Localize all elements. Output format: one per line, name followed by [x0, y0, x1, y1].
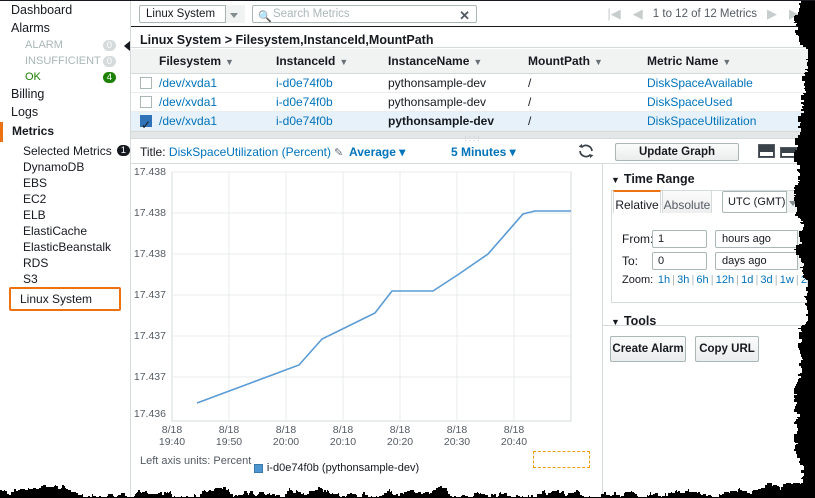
svg-text:20:30: 20:30 [444, 436, 470, 448]
svg-text:19:40: 19:40 [159, 436, 185, 448]
svg-text:8/18: 8/18 [219, 424, 240, 436]
svg-text:17.438: 17.438 [134, 207, 166, 219]
svg-text:19:50: 19:50 [216, 436, 242, 448]
svg-text:17.436: 17.436 [134, 408, 166, 420]
svg-text:8/18: 8/18 [162, 424, 183, 436]
svg-text:17.438: 17.438 [134, 248, 166, 260]
svg-text:17.437: 17.437 [134, 289, 166, 301]
svg-text:17.438: 17.438 [134, 166, 166, 178]
svg-text:17.437: 17.437 [134, 330, 166, 342]
svg-text:8/18: 8/18 [447, 424, 468, 436]
svg-text:8/18: 8/18 [390, 424, 411, 436]
svg-text:20:20: 20:20 [387, 436, 413, 448]
svg-text:8/18: 8/18 [333, 424, 354, 436]
svg-text:8/18: 8/18 [276, 424, 297, 436]
svg-text:20:10: 20:10 [330, 436, 356, 448]
svg-text:8/18: 8/18 [504, 424, 525, 436]
svg-text:17.437: 17.437 [134, 371, 166, 383]
svg-text:20:40: 20:40 [501, 436, 527, 448]
svg-text:20:00: 20:00 [273, 436, 299, 448]
